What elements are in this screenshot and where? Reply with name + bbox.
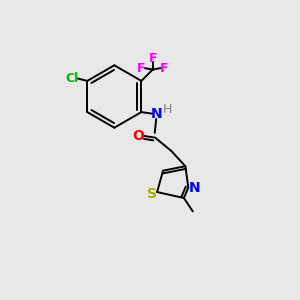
Text: S: S	[147, 188, 157, 201]
Text: F: F	[148, 52, 157, 65]
Text: N: N	[189, 181, 201, 195]
Text: H: H	[163, 103, 172, 116]
Text: O: O	[133, 129, 144, 143]
Text: N: N	[150, 106, 162, 121]
Text: Cl: Cl	[65, 72, 79, 85]
Text: F: F	[160, 61, 168, 75]
Text: F: F	[137, 61, 146, 75]
